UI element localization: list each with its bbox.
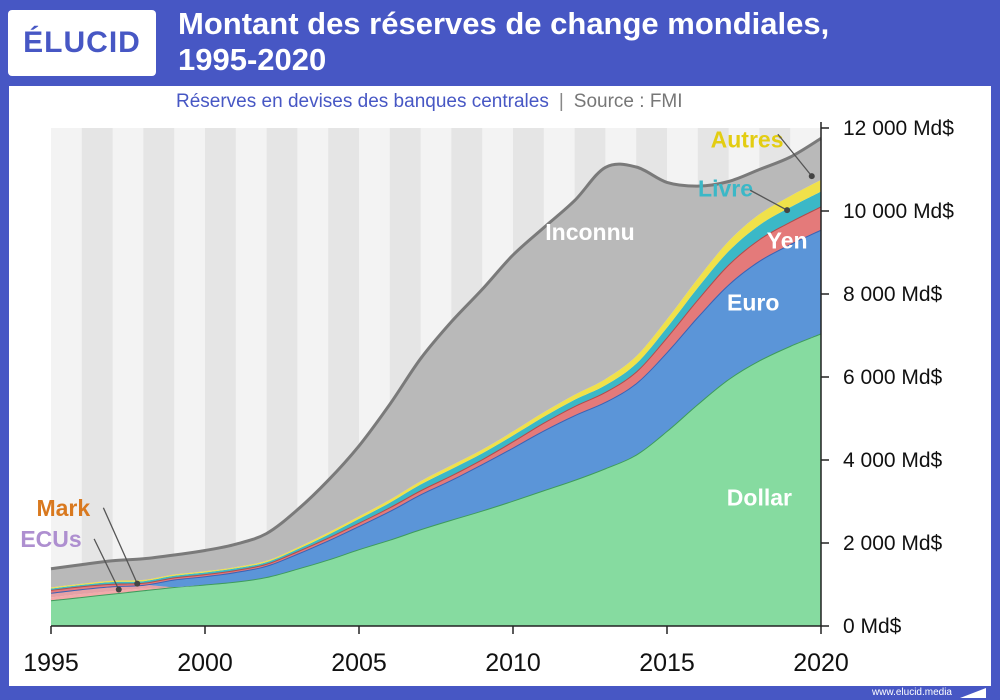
leader-line-autres xyxy=(777,133,813,177)
series-label-ecus: ECUs xyxy=(20,526,81,552)
series-label-yen: Yen xyxy=(767,227,808,253)
x-tick-label: 1995 xyxy=(23,649,79,677)
page-title: Montant des réserves de change mondiales… xyxy=(178,6,978,78)
x-tick-label: 2020 xyxy=(793,649,849,677)
series-labels: Inconnu Dollar Euro Yen Livre Autres Mark ECUs xyxy=(20,127,815,593)
footer-url[interactable]: www.elucid.media xyxy=(871,687,952,698)
y-tick-label: 4 000 Md$ xyxy=(843,449,943,472)
edge-inconnu xyxy=(50,137,822,571)
x-tick-label: 2000 xyxy=(177,649,233,677)
footer-bar: www.elucid.media xyxy=(0,686,1000,700)
leader-line-mark xyxy=(102,507,138,584)
area-inconnu xyxy=(51,138,821,588)
y-tick-label: 8 000 Md$ xyxy=(843,283,943,306)
area-series xyxy=(50,137,822,626)
subtitle-separator: | xyxy=(558,91,564,112)
y-tick-label: 10 000 Md$ xyxy=(843,200,954,223)
year-band xyxy=(143,128,175,626)
year-band xyxy=(205,128,236,626)
area-dollar xyxy=(51,333,821,626)
source-text: Source : FMI xyxy=(573,91,683,112)
chart-axes: 0 Md$ 2 000 Md$ 4 000 Md$ 6 000 Md$ 8 000 Md… xyxy=(23,117,954,677)
area-euro xyxy=(51,229,821,593)
footer-flag-icon xyxy=(960,688,986,698)
leader-dot-livre xyxy=(784,207,791,214)
series-label-autres: Autres xyxy=(711,127,784,153)
leader-dot-autres xyxy=(808,173,815,180)
elucid-logo[interactable]: ÉLUCID xyxy=(8,10,156,76)
y-tick-label: 6 000 Md$ xyxy=(843,366,943,389)
title-line-1: Montant des réserves de change mondiales… xyxy=(178,6,830,41)
series-label-euro: Euro xyxy=(727,290,779,316)
y-tick-label: 12 000 Md$ xyxy=(843,117,954,140)
right-frame-border xyxy=(991,86,1000,686)
title-line-2: 1995-2020 xyxy=(178,42,327,77)
year-band xyxy=(81,128,113,626)
x-tick-label: 2015 xyxy=(639,649,695,677)
leader-dot-mark xyxy=(134,580,141,587)
series-label-inconnu: Inconnu xyxy=(545,219,634,245)
series-label-mark: Mark xyxy=(36,495,90,521)
y-tick-label: 2 000 Md$ xyxy=(843,532,943,555)
series-label-livre: Livre xyxy=(698,175,753,201)
y-tick-label: 0 Md$ xyxy=(843,615,902,638)
x-tick-label: 2010 xyxy=(485,649,541,677)
logo-text: ÉLUCID xyxy=(23,26,141,59)
left-frame-border xyxy=(0,86,9,686)
x-tick-label: 2005 xyxy=(331,649,387,677)
leader-dot-ecus xyxy=(115,586,122,593)
header-bar: ÉLUCID Montant des réserves de change mo… xyxy=(0,0,1000,86)
leader-line-ecus xyxy=(93,538,120,590)
chart-subtitle: Réserves en devises des banques centrale… xyxy=(176,90,683,114)
subtitle-text: Réserves en devises des banques centrale… xyxy=(176,91,549,112)
leader-line-livre xyxy=(749,189,788,211)
series-label-dollar: Dollar xyxy=(727,485,792,511)
